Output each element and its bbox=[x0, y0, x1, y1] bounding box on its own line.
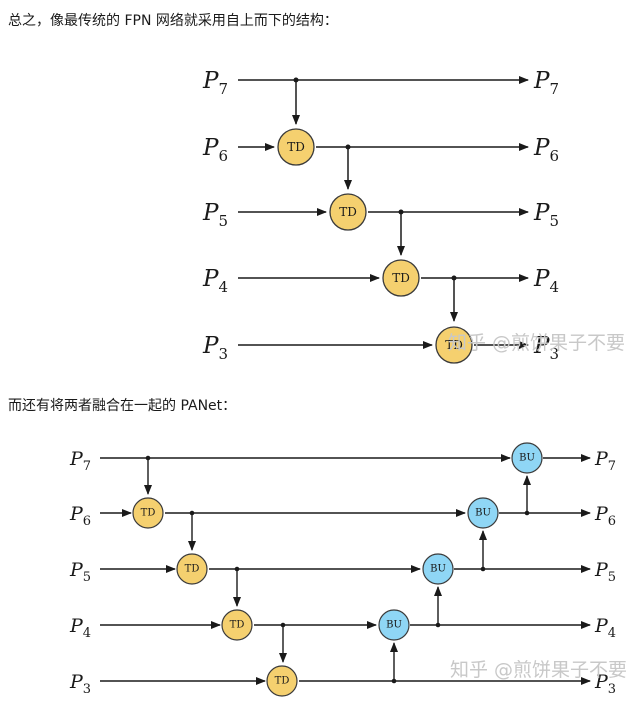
fpn-junction-dot bbox=[293, 77, 299, 83]
pan-label-p4-right: P4 bbox=[594, 615, 616, 641]
fpn-label-p6-right: P6 bbox=[533, 135, 559, 165]
fpn-watermark: 知乎 @煎饼果子不要 bbox=[448, 332, 625, 354]
pan-junction-dot bbox=[480, 566, 486, 572]
pan-label-p5-left: P5 bbox=[69, 559, 91, 585]
fpn-label-p3-left: P3 bbox=[202, 333, 228, 363]
fpn-right-labels: P7 P6 P5 P4 P3 bbox=[533, 68, 559, 363]
pan-label-p6-right: P6 bbox=[594, 503, 616, 529]
panet-nodes: TD TD TD TD BU BU BU BU bbox=[132, 442, 543, 697]
pan-junction-dot bbox=[234, 566, 240, 572]
panet-left-labels: P7 P6 P5 P4 P3 bbox=[69, 448, 91, 697]
pan-bu-label: BU bbox=[386, 620, 402, 631]
pan-bu-node-p7 bbox=[511, 442, 543, 474]
fpn-caption: 总之，像最传统的 FPN 网络就采用自上而下的结构： bbox=[8, 13, 338, 29]
pan-junction-dot bbox=[435, 622, 441, 628]
panet-watermark: 知乎 @煎饼果子不要 bbox=[450, 659, 627, 681]
pan-label-p7-right: P7 bbox=[594, 448, 616, 474]
pan-label-p7-left: P7 bbox=[69, 448, 91, 474]
panet-right-labels: P7 P6 P5 P4 P3 bbox=[594, 448, 616, 697]
pan-label-p6-left: P6 bbox=[69, 503, 91, 529]
pan-label-p4-left: P4 bbox=[69, 615, 91, 641]
fpn-td-node-p6 bbox=[277, 128, 315, 166]
pan-bu-label: BU bbox=[475, 508, 491, 519]
pan-junction-dot bbox=[280, 622, 286, 628]
fpn-label-p3-right: P3 bbox=[533, 333, 559, 363]
fpn-td-label: TD bbox=[392, 271, 410, 285]
fpn-junction-dot bbox=[398, 209, 404, 215]
fpn-td-node-p4 bbox=[382, 259, 420, 297]
pan-td-node-p5 bbox=[176, 553, 208, 585]
fpn-label-p7-left: P7 bbox=[202, 68, 228, 98]
pan-td-label: TD bbox=[230, 620, 245, 631]
pan-label-p3-right: P3 bbox=[594, 671, 616, 697]
fpn-td-label: TD bbox=[287, 140, 305, 154]
pan-label-p3-left: P3 bbox=[69, 671, 91, 697]
fpn-label-p4-left: P4 bbox=[202, 266, 228, 296]
panet-caption: 而还有将两者融合在一起的 PANet： bbox=[8, 398, 237, 414]
fpn-label-p7-right: P7 bbox=[533, 68, 559, 98]
fpn-junction-dot bbox=[451, 275, 457, 281]
fpn-nodes: TD TD TD TD bbox=[277, 128, 473, 364]
pan-bu-node-p4 bbox=[378, 609, 410, 641]
pan-junction-dot bbox=[391, 678, 397, 684]
fpn-junctions bbox=[293, 77, 457, 281]
pan-label-p5-right: P5 bbox=[594, 559, 616, 585]
fpn-left-labels: P7 P6 P5 P4 P3 bbox=[202, 68, 228, 363]
fpn-td-label: TD bbox=[445, 338, 463, 352]
pan-td-node-p6 bbox=[132, 497, 164, 529]
pan-junction-dot bbox=[145, 455, 151, 461]
fpn-td-node-p3 bbox=[435, 326, 473, 364]
pan-td-label: TD bbox=[275, 676, 290, 687]
pan-td-label: TD bbox=[141, 508, 156, 519]
fpn-td-node-p5 bbox=[329, 193, 367, 231]
pan-bu-node-p6 bbox=[467, 497, 499, 529]
fpn-diagram bbox=[238, 76, 529, 349]
panet-junctions bbox=[145, 455, 530, 684]
pan-junction-dot bbox=[189, 510, 195, 516]
fpn-td-label: TD bbox=[339, 205, 357, 219]
pan-junction-dot bbox=[524, 510, 530, 516]
pan-bu-label: BU bbox=[430, 564, 446, 575]
panet-diagram bbox=[100, 454, 591, 685]
fpn-label-p5-right: P5 bbox=[533, 200, 559, 230]
pan-td-node-p3 bbox=[266, 665, 298, 697]
pan-td-label: TD bbox=[185, 564, 200, 575]
fpn-junction-dot bbox=[345, 144, 351, 150]
pan-td-node-p4 bbox=[221, 609, 253, 641]
fpn-label-p5-left: P5 bbox=[202, 200, 228, 230]
pan-bu-label: BU bbox=[519, 453, 535, 464]
fpn-label-p6-left: P6 bbox=[202, 135, 228, 165]
pan-bu-node-p5 bbox=[422, 553, 454, 585]
fpn-label-p4-right: P4 bbox=[533, 266, 559, 296]
